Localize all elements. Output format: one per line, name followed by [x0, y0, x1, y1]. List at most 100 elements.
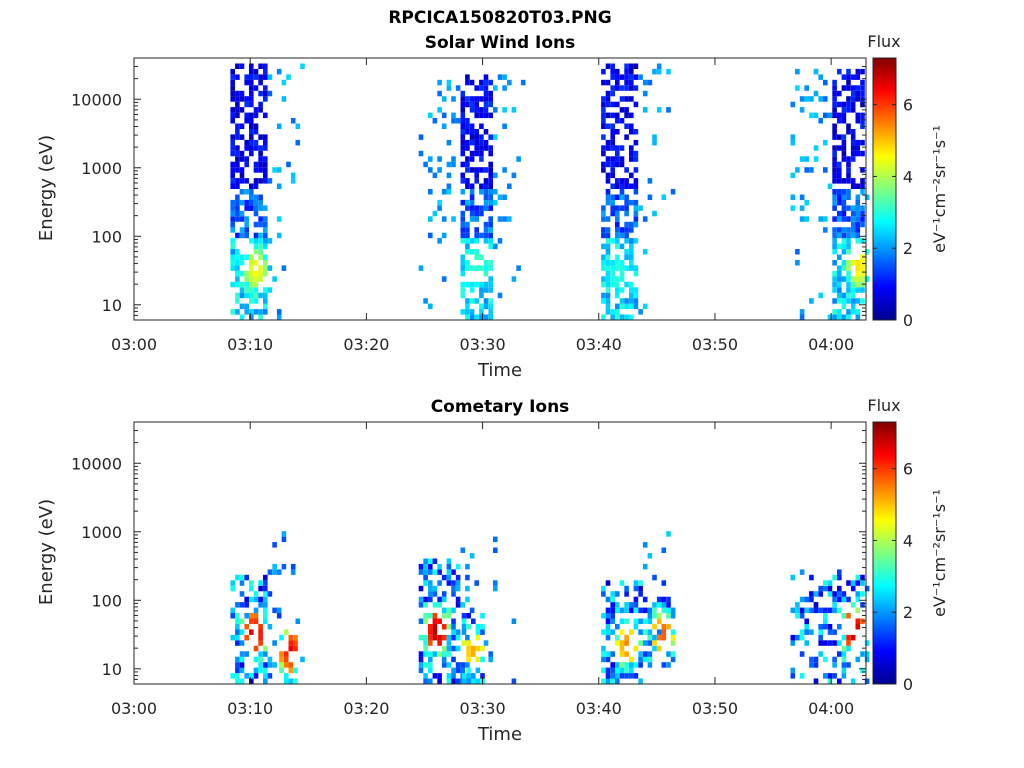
heatmap-cell — [610, 270, 615, 277]
heatmap-cell — [615, 178, 620, 184]
heatmap-cell — [629, 79, 634, 86]
heatmap-cell — [244, 309, 249, 315]
heatmap-cell — [428, 569, 433, 575]
heatmap-cell — [841, 107, 847, 113]
heatmap-cell — [837, 189, 842, 195]
heatmap-cell — [619, 161, 625, 168]
heatmap-cell — [258, 194, 263, 200]
heatmap-cell — [432, 602, 438, 608]
heatmap-cell — [488, 651, 493, 657]
heatmap-cell — [633, 189, 639, 195]
heatmap-cell — [253, 123, 259, 129]
heatmap-cell — [418, 596, 424, 603]
heatmap-cell — [666, 613, 671, 619]
heatmap-cell — [466, 651, 471, 657]
heatmap-cell — [249, 265, 254, 271]
heatmap-cell — [446, 673, 452, 679]
heatmap-cell — [483, 79, 489, 86]
heatmap-cell — [624, 651, 629, 657]
heatmap-cell — [855, 309, 861, 315]
heatmap-cell — [263, 238, 268, 244]
heatmap-cell — [488, 189, 493, 195]
heatmap-cell — [423, 673, 428, 679]
heatmap-cell — [281, 563, 287, 570]
heatmap-cell — [846, 314, 851, 320]
heatmap-cell — [283, 678, 289, 684]
heatmap-cell — [855, 580, 861, 586]
heatmap-cell — [605, 232, 611, 239]
heatmap-cell — [846, 216, 851, 222]
heatmap-cell — [860, 79, 865, 86]
heatmap-cell — [488, 112, 493, 119]
heatmap-cell — [860, 651, 865, 657]
heatmap-cell — [239, 281, 245, 288]
heatmap-cell — [855, 265, 861, 271]
heatmap-cell — [837, 172, 842, 179]
heatmap-cell — [841, 199, 847, 206]
heatmap-cell — [841, 216, 847, 222]
heatmap-cell — [263, 156, 268, 162]
heatmap-cell — [804, 167, 809, 173]
heatmap-cell — [860, 580, 865, 586]
heatmap-cell — [837, 101, 842, 108]
heatmap-cell — [263, 596, 268, 603]
heatmap-cell — [479, 232, 484, 239]
heatmap-cell — [601, 227, 606, 233]
heatmap-cell — [249, 139, 254, 146]
heatmap-cell — [841, 232, 847, 239]
heatmap-cell — [239, 591, 245, 597]
heatmap-cell — [437, 107, 442, 113]
heatmap-cell — [638, 74, 643, 80]
heatmap-cell — [230, 161, 235, 168]
heatmap-cell — [601, 314, 606, 320]
heatmap-cell — [507, 79, 512, 86]
heatmap-cell — [455, 629, 461, 635]
heatmap-cell — [813, 145, 819, 151]
heatmap-cell — [615, 314, 620, 320]
heatmap-cell — [850, 260, 856, 266]
heatmap-cell — [263, 602, 268, 608]
heatmap-cell — [832, 123, 837, 129]
heatmap-cell — [629, 303, 634, 310]
heatmap-cell — [624, 618, 629, 624]
heatmap-cell — [244, 216, 249, 222]
heatmap-cell — [624, 640, 629, 646]
heatmap-cell — [855, 90, 861, 97]
heatmap-cell — [841, 227, 847, 233]
heatmap-cell — [832, 189, 837, 195]
heatmap-cell — [493, 85, 498, 91]
heatmap-cell — [451, 618, 456, 624]
heatmap-cell — [818, 74, 823, 80]
heatmap-cell — [795, 85, 800, 91]
heatmap-cell — [471, 645, 476, 652]
heatmap-cell — [451, 585, 456, 592]
heatmap-cell — [258, 156, 263, 162]
heatmap-cell — [239, 232, 245, 239]
heatmap-cell — [610, 618, 615, 624]
panel-title: Cometary Ions — [431, 397, 570, 417]
heatmap-cell — [441, 216, 447, 222]
heatmap-cell — [795, 68, 800, 75]
heatmap-cell — [283, 651, 289, 657]
heatmap-cell — [460, 178, 466, 184]
heatmap-cell — [441, 574, 447, 581]
heatmap-cell — [799, 314, 805, 320]
heatmap-cell — [850, 139, 856, 146]
heatmap-cell — [263, 591, 268, 597]
heatmap-cell — [239, 178, 245, 184]
heatmap-cell — [446, 640, 452, 646]
heatmap-cell — [267, 90, 273, 97]
heatmap-cell — [239, 580, 245, 586]
heatmap-cell — [488, 90, 493, 97]
heatmap-cell — [832, 156, 837, 162]
heatmap-cell — [605, 194, 611, 200]
heatmap-cell — [610, 281, 615, 288]
heatmap-cell — [827, 607, 833, 614]
heatmap-cell — [629, 314, 634, 320]
heatmap-cell — [619, 118, 625, 124]
heatmap-cell — [469, 129, 475, 135]
heatmap-cell — [666, 662, 671, 668]
heatmap-cell — [615, 238, 620, 244]
heatmap-cell — [258, 74, 263, 80]
heatmap-cell — [837, 309, 842, 315]
